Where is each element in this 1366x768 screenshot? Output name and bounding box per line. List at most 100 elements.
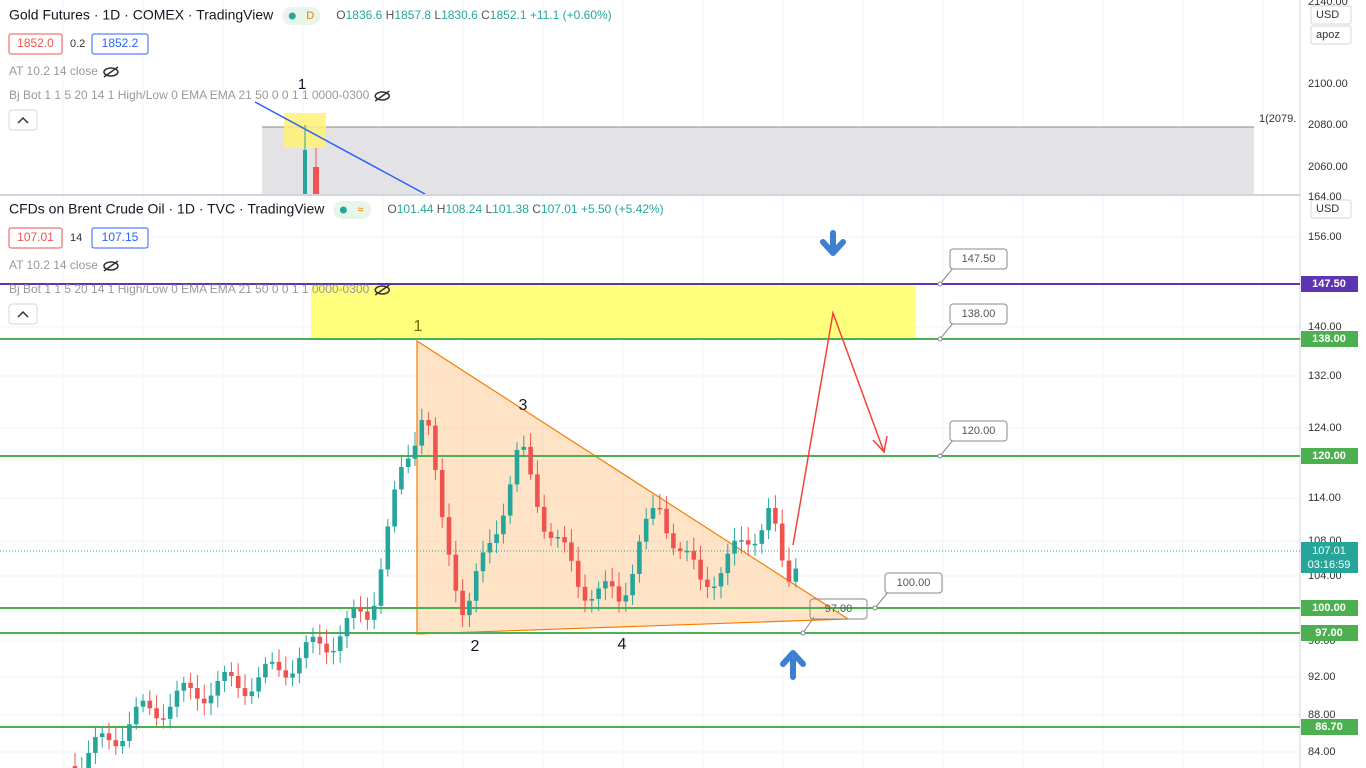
candle-body bbox=[589, 598, 595, 601]
callout-point bbox=[800, 630, 806, 636]
candle-body bbox=[147, 700, 153, 709]
projection-arrow bbox=[792, 310, 885, 546]
candle-body bbox=[201, 698, 207, 704]
candle-body bbox=[433, 425, 438, 470]
candle-body bbox=[548, 531, 554, 538]
candle-body bbox=[106, 733, 112, 741]
price-tick: 140.00 bbox=[1308, 321, 1342, 333]
candle-body bbox=[501, 515, 506, 535]
eye bbox=[374, 91, 390, 101]
price-badge-text: 107.01 bbox=[1312, 545, 1346, 557]
level-badge bbox=[1301, 276, 1358, 292]
callout-text: 147.50 bbox=[962, 253, 996, 265]
currency: USD bbox=[1316, 9, 1339, 21]
candle-body bbox=[684, 550, 690, 553]
candle-body bbox=[371, 605, 377, 620]
candle-body bbox=[365, 611, 370, 620]
hide-icon[interactable] bbox=[103, 66, 119, 78]
price-tick: 2080.00 bbox=[1308, 119, 1348, 131]
hide-icon[interactable] bbox=[374, 284, 390, 296]
ohlc: O1836.6 H1857.8 L1830.6 C1852.1 +11.1 (+… bbox=[336, 8, 611, 22]
candle-body bbox=[188, 682, 193, 689]
candle-body bbox=[215, 680, 221, 696]
bid: 1852.0 bbox=[17, 36, 54, 50]
candle-body bbox=[154, 708, 159, 719]
bid: 107.01 bbox=[17, 230, 54, 244]
ohlc-label: H bbox=[386, 8, 395, 22]
collapse-button[interactable] bbox=[8, 303, 38, 325]
candle-body bbox=[657, 507, 663, 510]
hide-icon[interactable] bbox=[374, 90, 390, 102]
candle-body bbox=[378, 569, 384, 606]
level-badge-text: 86.70 bbox=[1315, 721, 1343, 733]
candle-body bbox=[487, 542, 493, 553]
candle-body bbox=[494, 534, 499, 543]
scale-button[interactable] bbox=[1310, 25, 1352, 45]
callout-point bbox=[937, 281, 943, 287]
candle-body bbox=[480, 552, 486, 572]
bid-box[interactable] bbox=[8, 227, 63, 249]
ohlc-value: 1836.6 bbox=[346, 8, 383, 22]
candle-body bbox=[113, 740, 119, 747]
down-arrow bbox=[820, 230, 846, 256]
candle-body bbox=[739, 540, 744, 542]
ask-box[interactable] bbox=[91, 33, 149, 55]
candle-body bbox=[229, 671, 234, 676]
candle-body bbox=[181, 682, 187, 691]
candle-body bbox=[630, 573, 635, 596]
candle-body bbox=[290, 673, 295, 678]
chart-title: CFDs on Brent Crude Oil · 1D · TVC · Tra… bbox=[9, 201, 325, 217]
candle-body bbox=[93, 737, 98, 753]
candle-body bbox=[596, 588, 601, 599]
candle-body bbox=[392, 489, 397, 527]
callout-leader bbox=[874, 590, 890, 609]
change: +11.1 (+0.60%) bbox=[530, 8, 612, 22]
price-tick: 2140.00 bbox=[1308, 0, 1348, 8]
eye-slash bbox=[103, 260, 119, 272]
wave-label: 3 bbox=[519, 397, 528, 414]
ask-box[interactable] bbox=[91, 227, 149, 249]
candle-body bbox=[664, 508, 669, 534]
eye-slash bbox=[374, 90, 390, 102]
currency-button[interactable] bbox=[1310, 199, 1352, 219]
indicator: AT 10.2 14 close bbox=[9, 64, 98, 78]
collapse-button[interactable] bbox=[8, 109, 38, 131]
candle-body bbox=[269, 661, 275, 664]
candle-body bbox=[603, 581, 608, 589]
price-tick: 132.00 bbox=[1308, 370, 1342, 382]
candle-body bbox=[256, 677, 261, 692]
callout-text: 120.00 bbox=[962, 425, 996, 437]
hide-icon[interactable] bbox=[103, 260, 119, 272]
callout-box bbox=[809, 598, 868, 620]
ohlc-value: 107.01 bbox=[541, 202, 578, 216]
candle-body bbox=[249, 691, 255, 697]
callout-text: 100.00 bbox=[897, 577, 931, 589]
candle-body bbox=[467, 600, 472, 616]
ohlc-label: H bbox=[437, 202, 446, 216]
candle-body bbox=[439, 469, 445, 518]
currency-button[interactable] bbox=[1310, 5, 1352, 25]
ohlc-label: O bbox=[336, 8, 345, 22]
candle-body bbox=[297, 658, 302, 674]
trend-line bbox=[254, 101, 426, 195]
callout-box bbox=[949, 248, 1008, 270]
candle-body bbox=[351, 608, 357, 619]
chevron bbox=[17, 116, 29, 124]
eye bbox=[103, 261, 119, 271]
status-badge-text: ≈ bbox=[357, 204, 363, 216]
candle-body bbox=[609, 581, 615, 587]
bid-box[interactable] bbox=[8, 33, 63, 55]
candle-body bbox=[283, 670, 289, 678]
candle-body bbox=[650, 507, 656, 519]
callout-box bbox=[949, 420, 1008, 442]
callout-leader bbox=[939, 266, 955, 285]
candle-body bbox=[582, 586, 588, 601]
price-tick: 84.00 bbox=[1308, 746, 1336, 758]
candle-body bbox=[623, 595, 629, 602]
wave-label: 2 bbox=[471, 638, 480, 655]
candle bbox=[313, 167, 319, 194]
ask: 107.15 bbox=[102, 230, 139, 244]
level-badge-text: 97.00 bbox=[1315, 627, 1343, 639]
candle-body bbox=[732, 540, 737, 554]
candle-body bbox=[412, 445, 418, 459]
